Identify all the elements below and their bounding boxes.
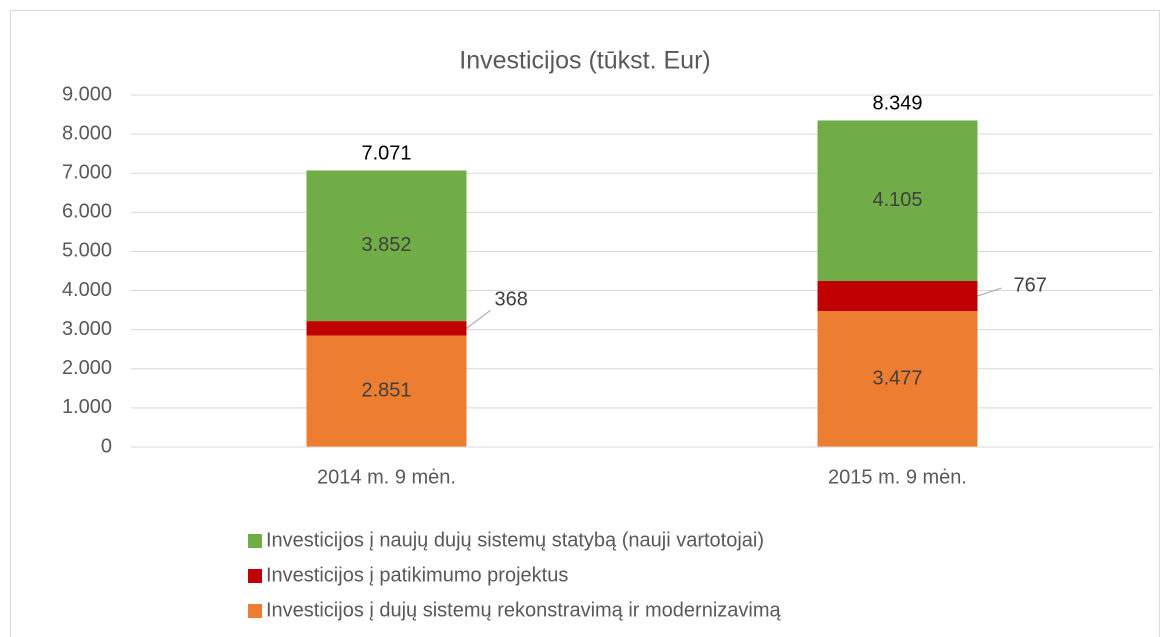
legend-swatch bbox=[248, 569, 262, 583]
chart-title: Investicijos (tūkst. Eur) bbox=[459, 47, 710, 75]
y-tick-label: 7.000 bbox=[62, 162, 112, 184]
y-tick-label: 4.000 bbox=[62, 279, 112, 301]
leader-line bbox=[977, 287, 1002, 297]
data-label: 3.852 bbox=[361, 234, 411, 256]
x-tick-label: 2014 m. 9 mėn. bbox=[317, 466, 456, 488]
data-label: 3.477 bbox=[872, 367, 922, 389]
legend-label: Investicijos į dujų sistemų rekonstravim… bbox=[266, 599, 781, 621]
bar-segment bbox=[306, 321, 467, 336]
legend-swatch bbox=[248, 604, 262, 618]
legend-swatch bbox=[248, 534, 262, 548]
data-label: 368 bbox=[495, 289, 528, 311]
y-tick-label: 9.000 bbox=[62, 83, 112, 105]
legend-label: Investicijos į patikimumo projektus bbox=[266, 564, 568, 586]
data-label: 4.105 bbox=[872, 189, 922, 211]
bar-segment bbox=[817, 281, 978, 312]
y-tick-label: 2.000 bbox=[62, 357, 112, 379]
y-tick-label: 0 bbox=[101, 435, 112, 457]
y-tick-label: 1.000 bbox=[62, 396, 112, 418]
total-label: 8.349 bbox=[872, 93, 922, 115]
leader-line bbox=[466, 309, 491, 329]
data-label: 767 bbox=[1014, 274, 1047, 296]
bar-segment bbox=[306, 335, 467, 447]
y-tick-label: 5.000 bbox=[62, 240, 112, 262]
y-tick-label: 6.000 bbox=[62, 201, 112, 223]
legend-label: Investicijos į naujų dujų sistemų statyb… bbox=[266, 529, 764, 551]
bar-segment bbox=[817, 311, 978, 447]
bar-segment bbox=[306, 170, 467, 322]
y-tick-label: 3.000 bbox=[62, 318, 112, 340]
total-label: 7.071 bbox=[361, 143, 411, 165]
y-tick-label: 8.000 bbox=[62, 122, 112, 144]
bar-segment bbox=[817, 120, 978, 282]
data-label: 2.851 bbox=[361, 380, 411, 402]
x-tick-label: 2015 m. 9 mėn. bbox=[828, 466, 967, 488]
